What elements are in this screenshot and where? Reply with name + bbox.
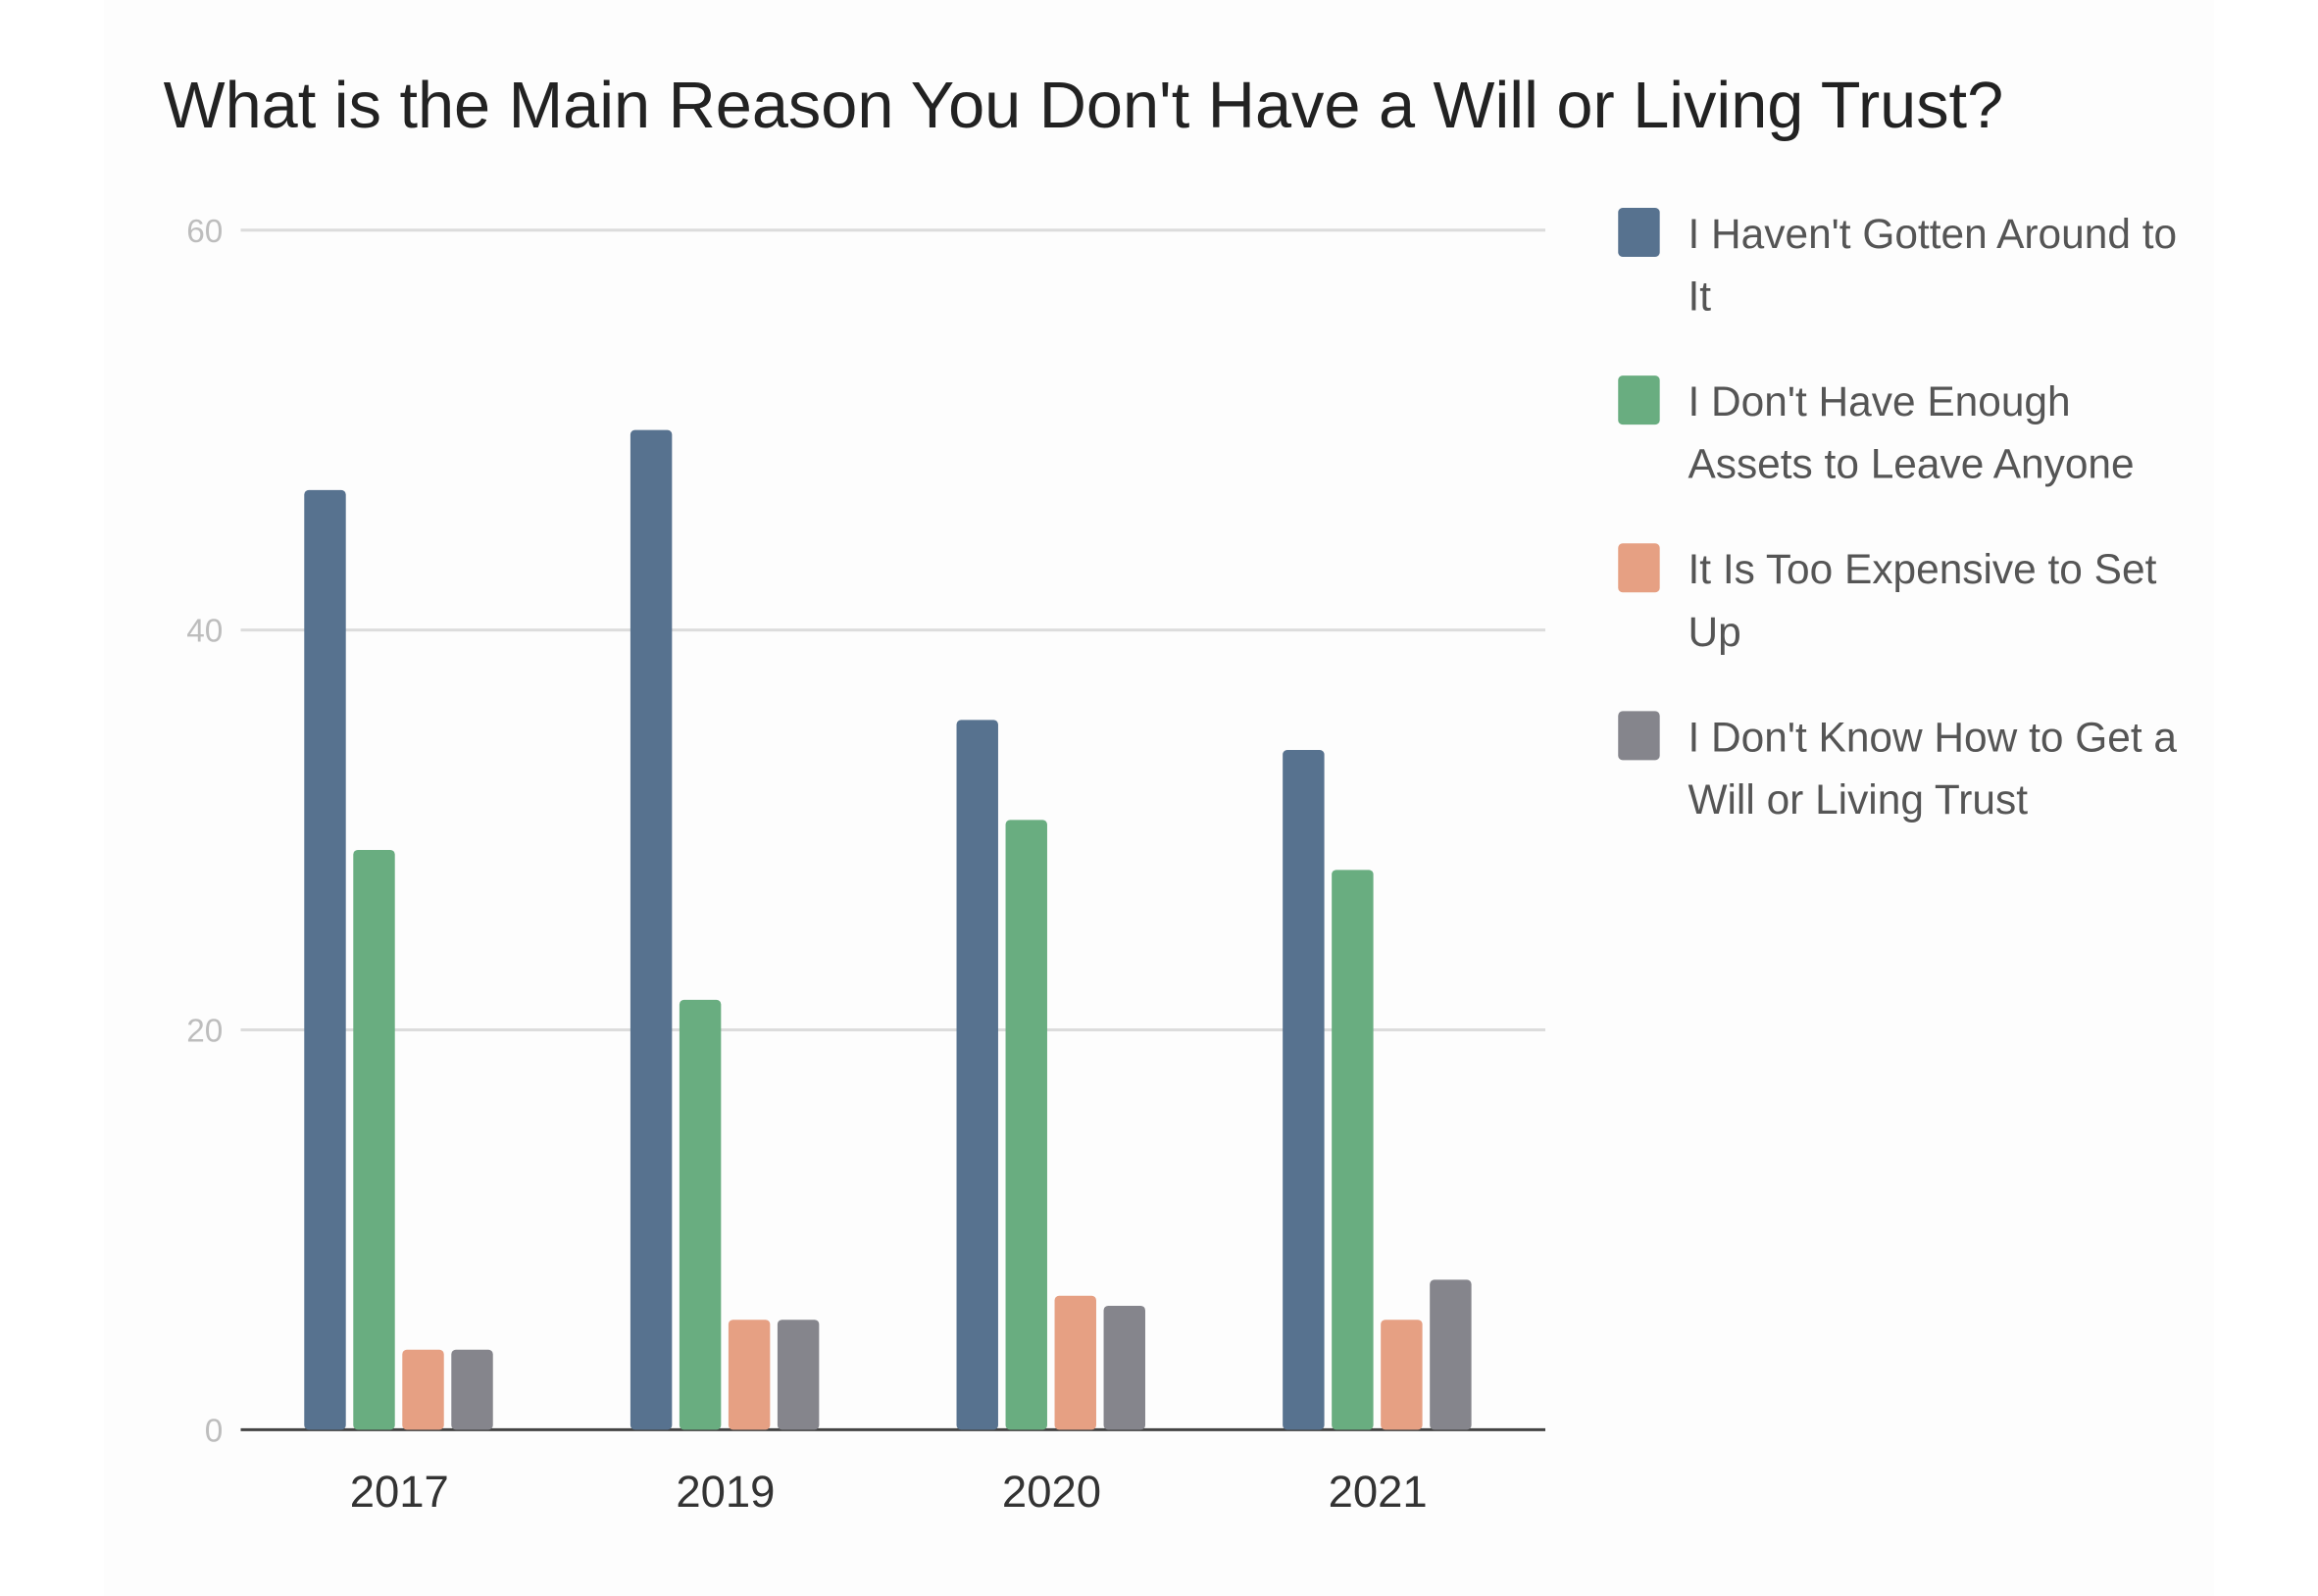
legend-item: I Haven't Gotten Around to It bbox=[1618, 208, 2177, 320]
bar-2021-series-2 bbox=[1332, 870, 1374, 1430]
bar-2020-series-3 bbox=[1054, 1295, 1096, 1430]
bar-2021-series-1 bbox=[1283, 749, 1325, 1430]
bar-2017-series-3 bbox=[402, 1349, 444, 1430]
y-tick-label: 20 bbox=[186, 1014, 223, 1050]
legend-label: I Don't Know How to Get a bbox=[1688, 714, 2177, 760]
legend-swatch bbox=[1618, 543, 1660, 593]
chart-title: What is the Main Reason You Don't Have a… bbox=[164, 70, 2003, 142]
bar-2021-series-4 bbox=[1430, 1279, 1472, 1430]
legend-item: It Is Too Expensive to Set Up bbox=[1618, 543, 2157, 655]
legend-label: It Is Too Expensive to Set bbox=[1688, 546, 2156, 592]
bar-2019-series-1 bbox=[630, 429, 673, 1430]
x-tick-label: 2017 bbox=[350, 1467, 449, 1517]
legend-item: I Don't Have Enough Assets to Leave Anyon… bbox=[1618, 375, 2135, 487]
legend-label: Assets to Leave Anyone bbox=[1688, 441, 2134, 487]
legend-label: I Haven't Gotten Around to bbox=[1688, 211, 2177, 257]
bar-2020-series-2 bbox=[1005, 820, 1047, 1430]
bar-2019-series-4 bbox=[777, 1320, 820, 1430]
legend-swatch bbox=[1618, 375, 1660, 425]
legend-label: It bbox=[1688, 274, 1711, 320]
y-tick-label: 0 bbox=[205, 1414, 224, 1450]
chart-background bbox=[104, 0, 2214, 1596]
bar-2017-series-4 bbox=[451, 1349, 493, 1430]
bar-2017-series-2 bbox=[353, 849, 395, 1430]
legend-swatch bbox=[1618, 711, 1660, 761]
bar-2019-series-2 bbox=[679, 999, 722, 1430]
legend-label: Will or Living Trust bbox=[1688, 776, 2028, 823]
bar-2020-series-1 bbox=[956, 720, 998, 1430]
y-tick-label: 40 bbox=[186, 614, 223, 650]
y-tick-label: 60 bbox=[186, 214, 223, 250]
legend-label: Up bbox=[1688, 609, 1740, 655]
bar-2020-series-4 bbox=[1103, 1305, 1145, 1430]
legend-swatch bbox=[1618, 208, 1660, 257]
legend-item: I Don't Know How to Get a Will or Living … bbox=[1618, 711, 2177, 823]
x-tick-label: 2021 bbox=[1329, 1467, 1428, 1517]
bar-2019-series-3 bbox=[728, 1320, 771, 1430]
bar-2017-series-1 bbox=[304, 489, 346, 1430]
bar-2021-series-3 bbox=[1381, 1320, 1423, 1430]
legend-label: I Don't Have Enough bbox=[1688, 378, 2070, 424]
x-tick-label: 2019 bbox=[676, 1467, 775, 1517]
x-tick-label: 2020 bbox=[1002, 1467, 1101, 1517]
